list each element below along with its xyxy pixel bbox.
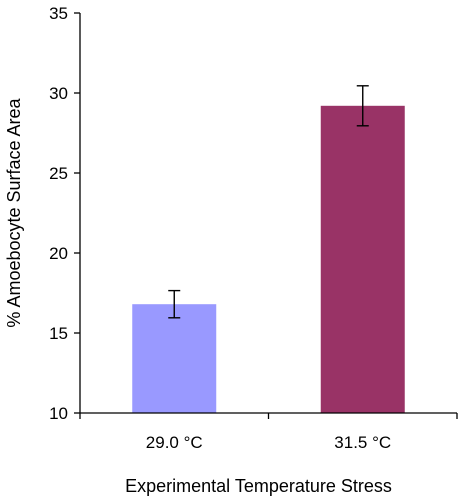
x-category-label-0: 29.0 °C xyxy=(146,433,203,452)
x-axis-label: Experimental Temperature Stress xyxy=(125,476,392,496)
y-tick-label-3: 25 xyxy=(49,164,68,183)
bar-0 xyxy=(132,304,217,413)
y-tick-label-5: 35 xyxy=(49,4,68,23)
bar-1 xyxy=(320,105,405,414)
x-axis-ticks: 29.0 °C 31.5 °C xyxy=(79,413,458,452)
y-tick-label-1: 15 xyxy=(49,324,68,343)
y-tick-label-0: 10 xyxy=(49,404,68,423)
y-axis-label: % Amoebocyte Surface Area xyxy=(4,97,24,327)
y-tick-label-2: 20 xyxy=(49,244,68,263)
y-tick-label-4: 30 xyxy=(49,84,68,103)
bars xyxy=(132,105,405,414)
x-category-label-1: 31.5 °C xyxy=(334,433,391,452)
error-bar-0 xyxy=(168,289,181,319)
error-bars xyxy=(168,85,369,319)
error-bar-1 xyxy=(356,85,369,127)
y-axis-ticks: 10 15 20 25 30 35 xyxy=(49,4,80,423)
